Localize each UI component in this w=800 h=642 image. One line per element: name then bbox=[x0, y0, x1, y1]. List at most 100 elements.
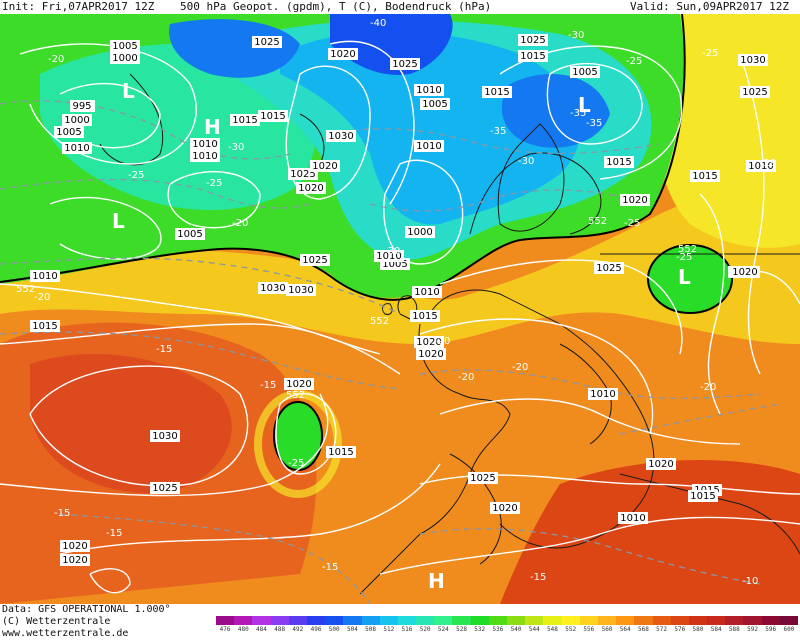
field-southwest-core bbox=[30, 354, 232, 494]
pressure-label-text: 1005 bbox=[572, 67, 597, 78]
legend-swatch bbox=[525, 616, 544, 625]
pressure-label-text: 1000 bbox=[112, 53, 137, 64]
legend-tick-label: 536 bbox=[492, 626, 504, 633]
pressure-label-text: 1020 bbox=[648, 459, 673, 470]
pressure-label: 1005 bbox=[54, 126, 84, 138]
temperature-label: -25 bbox=[626, 56, 642, 67]
pressure-label-text: 1025 bbox=[392, 59, 417, 70]
pressure-centers: L H L L L H bbox=[112, 79, 691, 593]
legend-tick-label: 520 bbox=[419, 626, 431, 633]
temperature-label: -10 bbox=[742, 576, 758, 587]
init-time: Init: Fri,07APR2017 12Z bbox=[2, 0, 155, 13]
pressure-label: 1030 bbox=[150, 430, 180, 442]
legend-tick-label: 600 bbox=[783, 626, 795, 633]
pressure-label-text: 1010 bbox=[748, 161, 773, 172]
pressure-label: 1015 bbox=[482, 86, 512, 98]
pressure-label-text: 1005 bbox=[112, 41, 137, 52]
weather-map: 1005 1000 995 1000 1005 1010 1010 1015 1… bbox=[0, 14, 800, 604]
temperature-label: -15 bbox=[260, 380, 276, 391]
temperature-label: -15 bbox=[322, 562, 338, 573]
field-yellow-band bbox=[0, 164, 800, 344]
pressure-label-text: 1025 bbox=[596, 263, 621, 274]
pressure-label-text: 1020 bbox=[330, 49, 355, 60]
pressure-label-text: 1015 bbox=[606, 157, 631, 168]
legend-swatch bbox=[379, 616, 398, 625]
low-center-marker: L bbox=[578, 93, 591, 117]
pressure-label: 1020 bbox=[414, 336, 444, 348]
field-north-blue bbox=[280, 31, 581, 225]
temperature-label: -20 bbox=[512, 362, 528, 373]
legend-tick-label: 556 bbox=[583, 626, 595, 633]
pressure-label-text: 1025 bbox=[470, 473, 495, 484]
temperature-label: -15 bbox=[156, 344, 172, 355]
pressure-label: 1010 bbox=[190, 150, 220, 162]
pressure-label: 1010 bbox=[414, 84, 444, 96]
weather-map-canvas: 1005 1000 995 1000 1005 1010 1010 1015 1… bbox=[0, 14, 800, 604]
field-core-deep-blue bbox=[330, 14, 453, 75]
legend-swatch bbox=[507, 616, 526, 625]
geopotential-labels: 552 552 552 552 552 bbox=[16, 216, 697, 401]
pressure-label-text: 1025 bbox=[302, 255, 327, 266]
pressure-label-text: 1025 bbox=[254, 37, 279, 48]
map-header: Init: Fri,07APR2017 12Z 500 hPa Geopot. … bbox=[0, 0, 800, 14]
pressure-label: 1020 bbox=[60, 540, 90, 552]
pressure-label: 1020 bbox=[416, 348, 446, 360]
legend-swatch bbox=[707, 616, 726, 625]
temperature-label: -25 bbox=[288, 458, 304, 469]
legend-tick-label: 504 bbox=[346, 626, 358, 633]
legend-tick-label: 540 bbox=[510, 626, 522, 633]
pressure-label: 1030 bbox=[258, 282, 288, 294]
legend-swatch bbox=[561, 616, 580, 625]
temperature-label: -20 bbox=[434, 336, 450, 347]
pressure-label: 1015 bbox=[326, 446, 356, 458]
geopotential-label: 552 bbox=[16, 284, 35, 295]
temperature-label: -15 bbox=[530, 572, 546, 583]
legend-swatch bbox=[416, 616, 435, 625]
legend-tick-label: 528 bbox=[456, 626, 467, 633]
legend-tick-label: 488 bbox=[274, 626, 286, 633]
pressure-label: 1015 bbox=[410, 310, 440, 322]
pressure-label-text: 1025 bbox=[290, 169, 315, 180]
legend-tick-label: 564 bbox=[619, 626, 631, 633]
pressure-label-text: 1030 bbox=[328, 131, 353, 142]
website-label: www.wetterzentrale.de bbox=[2, 628, 129, 639]
low-center-marker: L bbox=[122, 79, 135, 103]
pressure-label-text: 1020 bbox=[62, 541, 87, 552]
pressure-label: 1010 bbox=[746, 160, 776, 172]
legend-swatch bbox=[579, 616, 598, 625]
pressure-label-text: 1010 bbox=[64, 143, 89, 154]
low-center-marker: L bbox=[678, 265, 691, 289]
pressure-label: 1015 bbox=[258, 110, 288, 122]
pressure-label: 1020 bbox=[310, 160, 340, 172]
legend-swatch bbox=[670, 616, 689, 625]
pressure-label-text: 1010 bbox=[192, 139, 217, 150]
pressure-label-text: 1015 bbox=[412, 311, 437, 322]
pressure-label: 1025 bbox=[390, 58, 420, 70]
pressure-label: 1010 bbox=[62, 142, 92, 154]
temperature-label: -15 bbox=[106, 528, 122, 539]
pressure-labels: 1005 1000 995 1000 1005 1010 1010 1015 1… bbox=[30, 34, 776, 566]
temperature-label: -25 bbox=[702, 48, 718, 59]
temperature-label: -30 bbox=[384, 246, 400, 257]
legend-tick-label: 480 bbox=[237, 626, 249, 633]
legend-swatch bbox=[616, 616, 635, 625]
legend-color-bar bbox=[216, 616, 798, 625]
temperature-label: -40 bbox=[370, 18, 386, 29]
pressure-label: 1015 bbox=[30, 320, 60, 332]
data-source-label: Data: GFS OPERATIONAL 1.000° bbox=[2, 604, 171, 615]
legend-swatch bbox=[343, 616, 362, 625]
pressure-label-text: 1015 bbox=[260, 111, 285, 122]
pressure-label-text: 1025 bbox=[742, 87, 767, 98]
pressure-label: 1005 bbox=[420, 98, 450, 110]
low-center-marker: L bbox=[112, 209, 125, 233]
legend-swatch bbox=[543, 616, 562, 625]
legend-tick-label: 560 bbox=[601, 626, 613, 633]
pressure-label: 1000 bbox=[110, 52, 140, 64]
pressure-label: 1030 bbox=[286, 284, 316, 296]
pressure-label: 1005 bbox=[110, 40, 140, 52]
pressure-label: 1030 bbox=[738, 54, 768, 66]
temperature-label: -20 bbox=[34, 292, 50, 303]
pressure-label: 1005 bbox=[175, 228, 205, 240]
temperature-label: -30 bbox=[568, 30, 584, 41]
legend-swatch bbox=[216, 616, 235, 625]
